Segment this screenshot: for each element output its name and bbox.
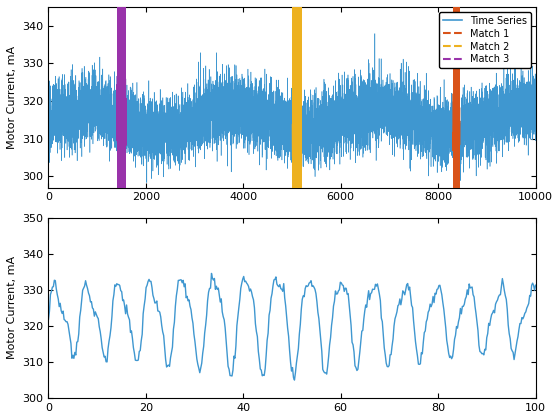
Y-axis label: Motor Current, mA: Motor Current, mA bbox=[7, 46, 17, 149]
Line: Time Series: Time Series bbox=[49, 34, 535, 183]
Time Series bbox=[371, 31, 378, 36]
Bar bbox=[452, 7, 460, 188]
Time Series bbox=[283, 131, 290, 136]
Time Series bbox=[66, 79, 72, 84]
Legend: Time Series, Match 1, Match 2, Match 3: Time Series, Match 1, Match 2, Match 3 bbox=[438, 12, 531, 68]
Time Series bbox=[141, 130, 147, 135]
Time Series bbox=[506, 119, 513, 124]
Time Series bbox=[532, 86, 539, 91]
Time Series bbox=[45, 87, 52, 92]
Bar bbox=[116, 7, 127, 188]
Y-axis label: Motor Current, mA: Motor Current, mA bbox=[7, 256, 17, 360]
Time Series bbox=[47, 123, 54, 129]
Time Series bbox=[74, 122, 81, 127]
Bar bbox=[292, 7, 302, 188]
Time Series bbox=[143, 180, 150, 185]
